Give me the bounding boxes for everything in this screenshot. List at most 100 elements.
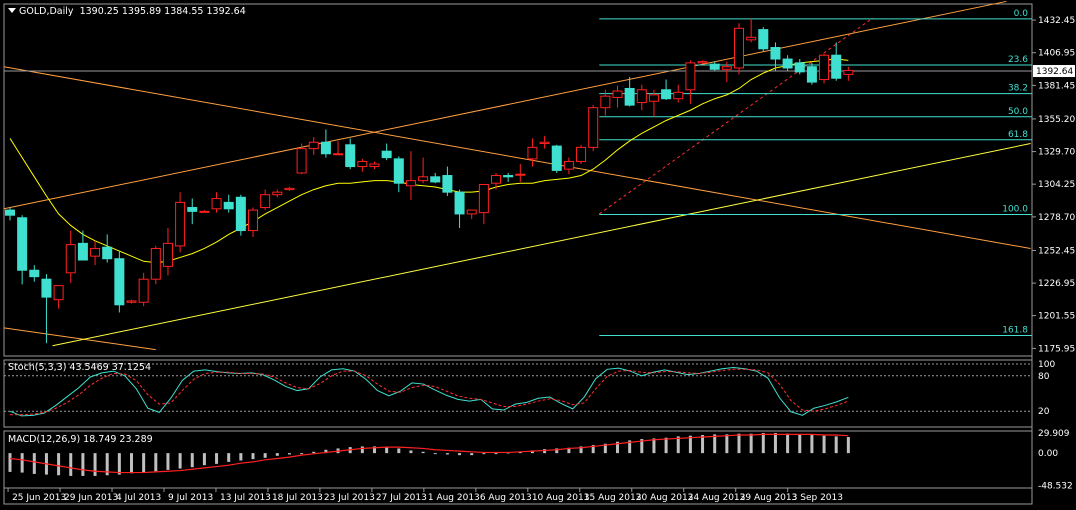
date-axis-label: 23 Jul 2013 xyxy=(324,493,375,503)
price-axis-label: 1175.95 xyxy=(1038,344,1075,354)
macd-histogram-bar xyxy=(397,448,401,454)
macd-histogram-bar xyxy=(470,453,474,456)
macd-histogram-bar xyxy=(567,447,571,454)
fibo-level-label: 0.0 xyxy=(1014,9,1029,19)
bull-candle xyxy=(90,247,101,257)
bear-candle xyxy=(503,175,514,178)
macd-histogram-bar xyxy=(178,453,182,469)
bear-candle xyxy=(223,201,234,210)
date-axis-label: 9 Jul 2013 xyxy=(168,493,213,503)
bear-candle xyxy=(187,207,198,212)
bear-candle xyxy=(782,58,793,69)
bear-candle xyxy=(29,269,40,278)
macd-histogram-bar xyxy=(652,438,656,454)
support-trendline xyxy=(52,143,1031,347)
date-axis-label: 4 Jul 2013 xyxy=(116,493,161,503)
bull-candle xyxy=(478,183,489,214)
bull-candle xyxy=(138,278,149,303)
bull-candle xyxy=(576,146,587,162)
bull-candle xyxy=(284,187,295,191)
macd-histogram-bar xyxy=(640,439,644,454)
macd-histogram-bar xyxy=(688,435,692,454)
macd-histogram-bar xyxy=(810,435,814,454)
bear-candle xyxy=(442,175,453,193)
bull-candle xyxy=(65,244,76,274)
symbol-label: GOLD,Daily xyxy=(19,6,74,17)
macd-histogram-bar xyxy=(458,453,462,456)
bear-candle xyxy=(624,87,635,106)
bull-candle xyxy=(819,54,830,81)
date-axis-label: 27 Jul 2013 xyxy=(376,493,427,503)
date-axis-label: 24 Aug 2013 xyxy=(688,493,746,503)
bull-candle xyxy=(405,180,416,187)
date-axis-label: 25 Jun 2013 xyxy=(12,493,66,503)
stoch-main-line xyxy=(9,367,849,417)
macd-histogram-bar xyxy=(20,453,24,473)
fibo-level-label: 161.8 xyxy=(1002,326,1028,336)
descending-trendline xyxy=(3,66,1031,249)
date-axis-label: 29 Aug 2013 xyxy=(740,493,798,503)
macd-histogram-bar xyxy=(215,453,219,464)
price-axis-label: 1252.45 xyxy=(1038,246,1075,256)
bull-candle xyxy=(697,61,708,64)
fibo-level-label: 100.0 xyxy=(1002,205,1028,215)
macd-histogram-bar xyxy=(822,435,826,454)
date-axis-label: 15 Aug 2013 xyxy=(584,493,642,503)
bull-candle xyxy=(175,201,186,247)
descending-trendline-lower xyxy=(3,327,156,351)
macd-histogram-bar xyxy=(786,433,790,454)
bear-candle xyxy=(102,246,113,260)
panel-frame-2 xyxy=(3,359,1033,428)
macd-histogram-bar xyxy=(846,437,850,454)
stoch-signal-line xyxy=(10,368,849,416)
macd-axis-label: 0.00 xyxy=(1038,449,1058,459)
macd-histogram-bar xyxy=(713,434,717,454)
macd-histogram-bar xyxy=(555,448,559,454)
bull-candle xyxy=(491,175,501,184)
macd-histogram-bar xyxy=(263,453,267,458)
bull-candle xyxy=(636,89,647,104)
macd-histogram-bar xyxy=(142,453,146,473)
bear-candle xyxy=(393,158,404,184)
dropdown-triangle-icon[interactable] xyxy=(8,8,16,13)
macd-histogram-bar xyxy=(421,451,425,454)
bull-candle xyxy=(150,247,161,280)
price-axis-label: 1432.45 xyxy=(1038,16,1075,26)
bear-candle xyxy=(831,54,842,79)
bear-candle xyxy=(114,258,125,306)
current-price-tag xyxy=(1033,65,1075,78)
macd-histogram-bar xyxy=(761,433,765,454)
bull-candle xyxy=(308,141,319,150)
bull-candle xyxy=(685,62,696,91)
fibo-baseline xyxy=(598,17,873,215)
bull-candle xyxy=(600,95,611,109)
macd-histogram-bar xyxy=(57,453,61,476)
panel-frame-3 xyxy=(3,430,1033,489)
stoch-level-label: 80 xyxy=(1038,372,1050,382)
bear-candle xyxy=(661,89,672,100)
macd-histogram-bar xyxy=(579,446,583,454)
bull-candle xyxy=(673,91,684,100)
macd-histogram-bar xyxy=(433,453,437,455)
bull-candle xyxy=(588,107,599,148)
macd-histogram-bar xyxy=(154,453,158,472)
fibo-level-label: 50.0 xyxy=(1008,107,1028,117)
macd-histogram-bar xyxy=(591,445,595,454)
bull-candle xyxy=(648,94,659,102)
bull-candle xyxy=(211,198,222,210)
macd-histogram-bar xyxy=(300,453,304,455)
bear-candle xyxy=(454,191,465,215)
macd-histogram-bar xyxy=(603,443,607,454)
bear-candle xyxy=(381,150,392,159)
macd-histogram-bar xyxy=(202,453,206,466)
bear-candle xyxy=(430,176,441,183)
bull-candle xyxy=(248,209,258,232)
date-axis-label: 20 Aug 2013 xyxy=(636,493,694,503)
macd-histogram-bar xyxy=(664,437,668,454)
fibo-level-label: 23.6 xyxy=(1008,55,1028,65)
macd-histogram-bar xyxy=(81,453,85,476)
bear-candle xyxy=(758,29,769,50)
chart-header[interactable]: GOLD,Daily 1390.25 1395.89 1384.55 1392.… xyxy=(8,6,246,17)
macd-histogram-bar xyxy=(482,453,486,455)
macd-histogram-bar xyxy=(701,435,705,454)
